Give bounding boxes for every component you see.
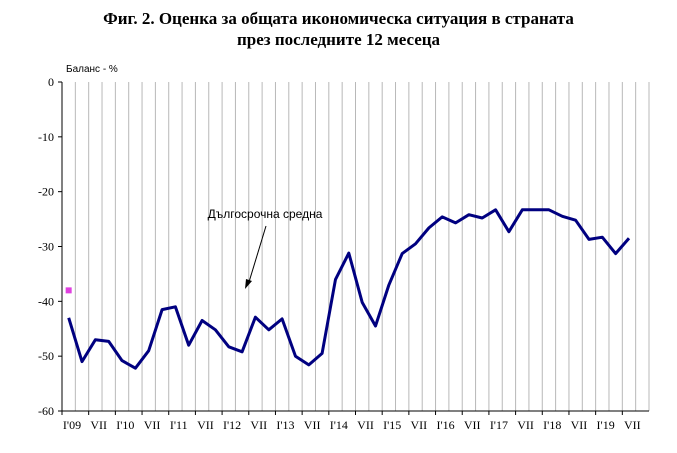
x-tick-label: VII [304,418,321,432]
y-tick-label: -20 [38,185,54,199]
x-tick-label: I'19 [597,418,615,432]
annotation-arrowhead [245,279,252,289]
y-axis-ticks: 0 -10 -20 -30 -40 -50 -60 [38,75,62,418]
y-tick-label: -10 [38,130,54,144]
y-tick-label: -50 [38,349,54,363]
x-tick-label: I'15 [383,418,401,432]
x-tick-label: VII [411,418,428,432]
long-term-average-annotation: Дългосрочна средна [65,207,323,294]
grid-lines [61,82,650,411]
x-tick-label: I'13 [276,418,294,432]
x-tick-label: I'11 [170,418,188,432]
x-tick-label: VII [250,418,267,432]
x-tick-label: VII [464,418,481,432]
x-tick-label: VII [144,418,161,432]
series-line [67,208,631,370]
y-axis-label: Баланс - % [66,64,118,75]
annotation-label: Дългосрочна средна [208,207,323,221]
x-tick-label: VII [624,418,641,432]
x-tick-label: VII [197,418,214,432]
y-tick-label: -30 [38,240,54,254]
x-tick-label: VII [517,418,534,432]
x-tick-label: VII [357,418,374,432]
chart-title: Фиг. 2. Оценка за общата икономическа си… [0,8,677,50]
x-tick-label: I'18 [543,418,561,432]
x-tick-label: I'16 [436,418,454,432]
x-tick-label: I'14 [330,418,348,432]
x-tick-label: VII [90,418,107,432]
chart-title-line-2: през последните 12 месеца [236,30,441,49]
series-group [67,208,631,370]
chart-title-line-1: Фиг. 2. Оценка за общата икономическа си… [103,9,574,28]
x-axis-ticks: I'09 VII I'10 VII I'11 VII I'12 VII I'13 VII I'14 V… [61,411,641,432]
x-tick-label: I'17 [490,418,508,432]
x-tick-label: I'09 [63,418,81,432]
x-tick-label: I'10 [116,418,134,432]
y-tick-label: -60 [38,404,54,418]
x-tick-label: VII [571,418,588,432]
annotation-arrow [248,225,267,283]
y-tick-label: -40 [38,294,54,308]
long-term-average-marker [65,287,72,294]
x-tick-label: I'12 [223,418,241,432]
y-tick-label: 0 [48,75,54,89]
